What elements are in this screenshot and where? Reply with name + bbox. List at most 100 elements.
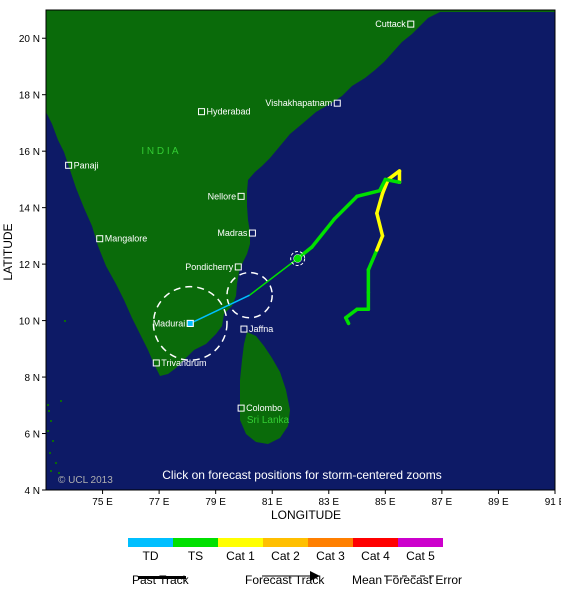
y-axis-ticks: 20 N 18 N 16 N 14 N 12 N 10 N 8 N 6 N 4 N: [19, 34, 46, 497]
city-label: Mangalore: [105, 234, 148, 244]
x-tick-label: 87 E: [432, 497, 453, 508]
city-markers: Cuttack Vishakhapatnam Hyderabad Panaji Nell…: [65, 19, 415, 413]
copyright-note: © UCL 2013: [58, 475, 113, 486]
past-track-segment: [375, 234, 385, 252]
y-tick-label: 6 N: [24, 430, 40, 441]
forecast-error-circle: [152, 285, 228, 361]
past-track-segment: [375, 191, 385, 216]
legend-swatch: [128, 538, 173, 547]
forecast-track-key-label: Forecast Track: [245, 573, 325, 587]
city-marker: [237, 192, 245, 200]
past-track-segment: [380, 177, 390, 196]
past-track-segment: [383, 177, 402, 184]
forecast-track-segment: [249, 257, 299, 296]
past-track-segment: [343, 307, 359, 320]
india-landmass: [46, 10, 555, 376]
y-tick-label: 8 N: [24, 373, 40, 384]
forecast-track-segment: [189, 294, 250, 325]
past-track-key-line: [138, 576, 186, 579]
intensity-legend: TD TS Cat 1 Cat 2 Cat 3 Cat 4 Cat 5: [128, 538, 443, 563]
city-label: Madras: [217, 228, 248, 238]
city-label: Pondicherry: [185, 262, 234, 272]
island-dot: [50, 420, 52, 422]
x-axis-title: LONGITUDE: [271, 508, 341, 522]
city-label: Madurai: [153, 318, 186, 328]
city-marker: [152, 359, 160, 367]
map-frame: [45, 9, 556, 491]
current-position-ring: [290, 250, 306, 266]
forecast-positions[interactable]: [186, 250, 306, 327]
legend-category-label: Cat 3: [316, 549, 345, 563]
island-dot: [48, 410, 50, 412]
city-label: Trivandrum: [161, 358, 206, 368]
x-tick-label: 75 E: [92, 497, 113, 508]
past-track-segment: [310, 217, 337, 249]
island-dot: [64, 320, 66, 322]
island-dot: [49, 452, 51, 454]
y-tick-label: 20 N: [19, 34, 40, 45]
zoom-hint: Click on forecast positions for storm-ce…: [162, 468, 441, 482]
city-label: Panaji: [74, 160, 99, 170]
island-dot: [58, 472, 60, 474]
island-dot: [55, 462, 57, 464]
x-tick-label: 85 E: [375, 497, 396, 508]
city-marker: [234, 263, 242, 271]
island-dot: [47, 430, 49, 432]
y-tick-label: 16 N: [19, 147, 40, 158]
city-label: Hyderabad: [207, 107, 251, 117]
city-label: Colombo: [246, 403, 282, 413]
past-track-segment: [377, 177, 388, 193]
legend-labels: TD TS Cat 1 Cat 2 Cat 3 Cat 4 Cat 5: [128, 549, 443, 563]
storm-track: [189, 169, 402, 326]
x-tick-label: 77 E: [149, 497, 170, 508]
city-marker: [240, 325, 248, 333]
x-tick-label: 91 E: [545, 497, 561, 508]
x-tick-label: 81 E: [262, 497, 283, 508]
x-axis-ticks: 75 E 77 E 79 E 81 E 83 E 85 E 87 E 89 E 91 E: [92, 490, 561, 508]
x-tick-label: 79 E: [205, 497, 226, 508]
legend-color-bar: [128, 538, 443, 547]
city-label: Vishakhapatnam: [265, 98, 332, 108]
legend-category-label: TD: [142, 549, 159, 563]
island-dot: [52, 440, 54, 442]
forecast-position-marker[interactable]: [186, 319, 194, 327]
legend-category-label: Cat 2: [271, 549, 300, 563]
city-label: Nellore: [208, 191, 237, 201]
coastal-islands: [47, 320, 66, 474]
y-tick-label: 10 N: [19, 317, 40, 328]
legend-swatch: [173, 538, 218, 547]
city-label: Cuttack: [375, 19, 406, 29]
error-circles: [152, 271, 273, 361]
city-marker: [333, 99, 341, 107]
city-marker: [198, 108, 206, 116]
country-label-srilanka: Sri Lanka: [247, 415, 290, 426]
city-marker: [65, 161, 73, 169]
city-marker: [407, 20, 415, 28]
legend-category-label: TS: [187, 549, 204, 563]
past-track-segment: [355, 188, 382, 199]
sri-lanka-landmass: [240, 332, 290, 444]
legend-swatch: [263, 538, 308, 547]
x-tick-label: 89 E: [488, 497, 509, 508]
y-tick-label: 14 N: [19, 204, 40, 215]
city-marker: [96, 235, 104, 243]
current-position-marker[interactable]: [293, 254, 302, 263]
legend-category-label: Cat 5: [406, 549, 435, 563]
y-tick-label: 12 N: [19, 260, 40, 271]
forecast-track-key-arrow: [262, 571, 320, 581]
y-tick-label: 4 N: [24, 486, 40, 497]
legend-category-label: Cat 1: [226, 549, 255, 563]
past-track-segment: [366, 248, 379, 272]
city-marker: [237, 404, 245, 412]
past-track-key-label: Past Track: [132, 573, 189, 587]
city-label: Jaffna: [249, 324, 273, 334]
past-track-segment: [386, 169, 402, 182]
country-label-india: I N D I A: [141, 146, 179, 157]
legend-swatch: [218, 538, 263, 547]
island-dot: [50, 470, 52, 472]
legend-category-label: Cat 4: [361, 549, 390, 563]
island-dot: [60, 400, 62, 402]
x-tick-label: 83 E: [318, 497, 339, 508]
legend-swatch: [308, 538, 353, 547]
